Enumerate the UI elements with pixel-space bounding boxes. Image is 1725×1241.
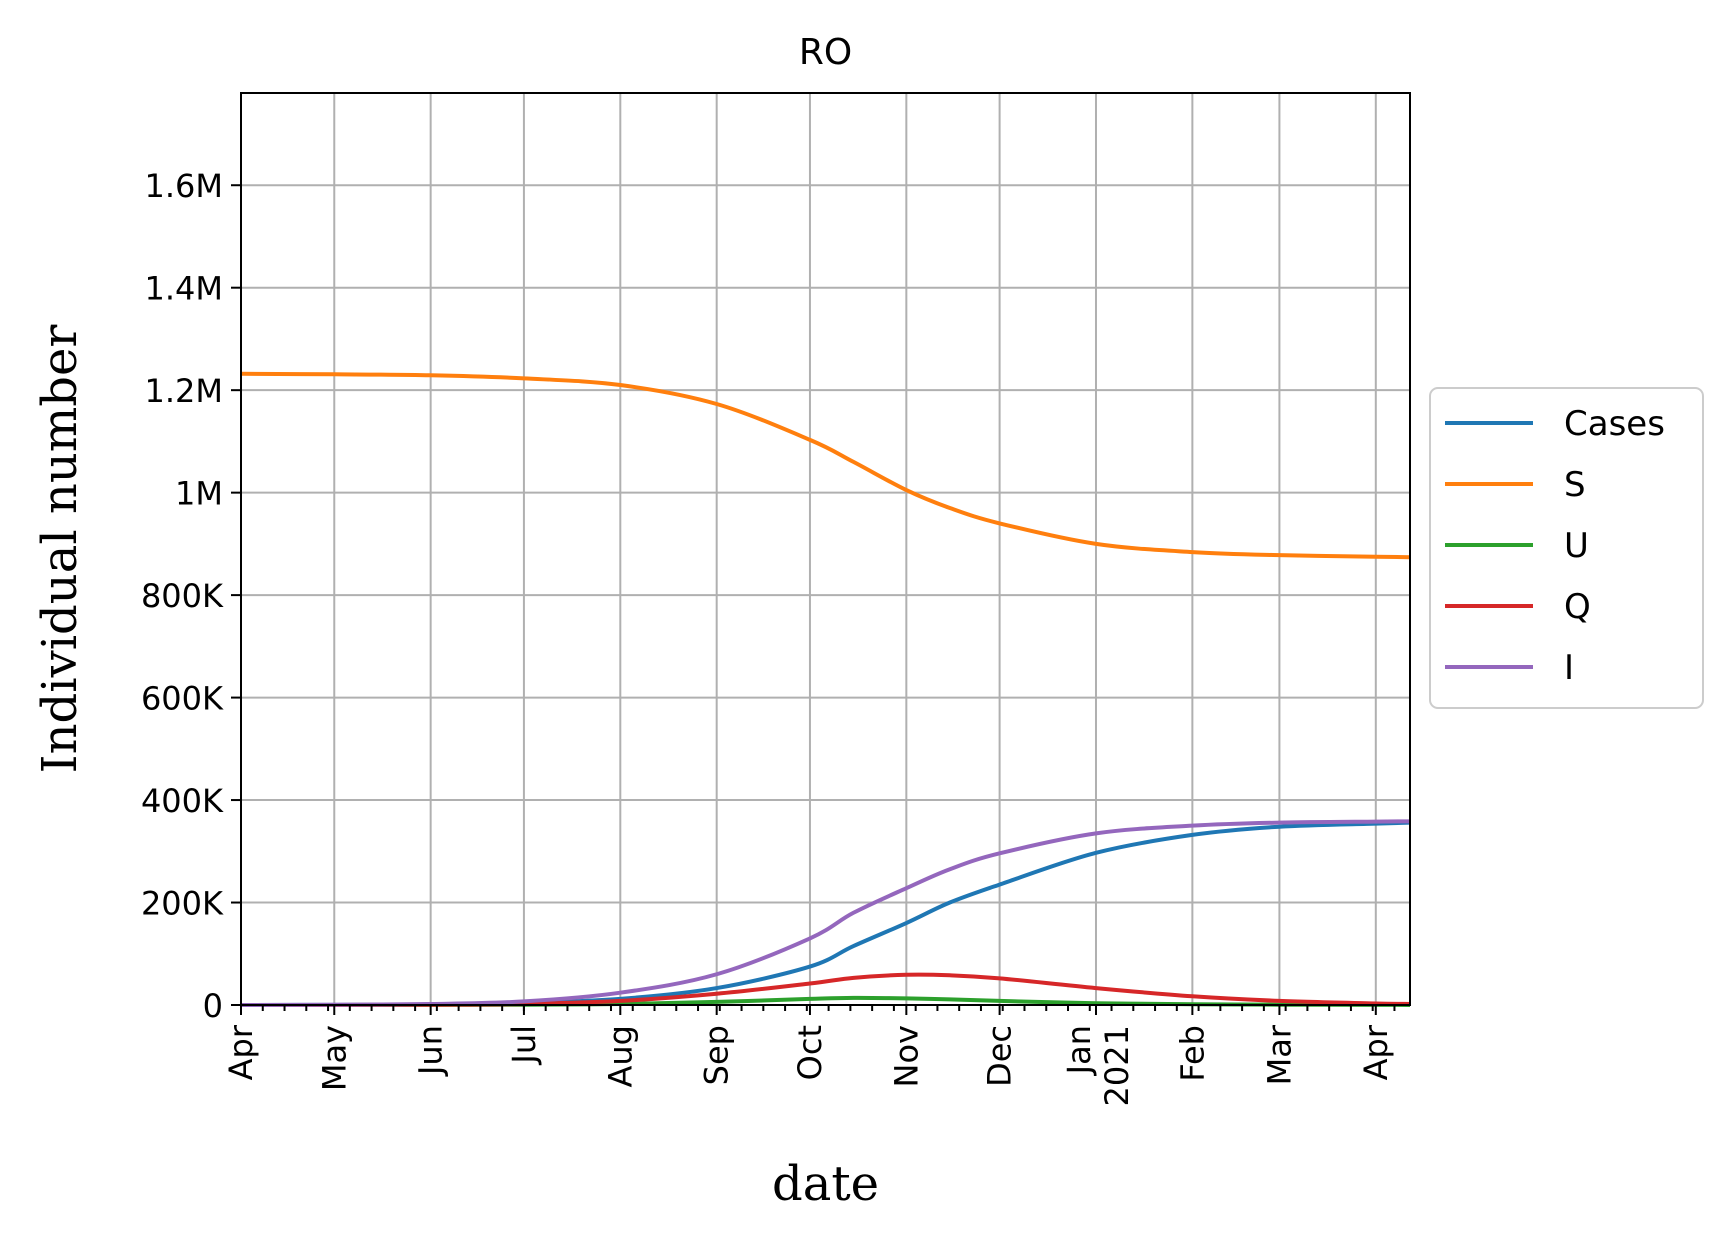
x-tick-label: Jun: [412, 1025, 450, 1077]
legend-label-q: Q: [1564, 587, 1591, 627]
x-tick-label: Aug: [601, 1025, 639, 1087]
legend-label-i: I: [1564, 648, 1574, 688]
x-tick-label: Apr: [1357, 1024, 1395, 1080]
y-tick-label: 400K: [141, 782, 224, 820]
x-tick-label: Jan: [1060, 1025, 1098, 1076]
legend-label-s: S: [1564, 465, 1586, 505]
legend-box: [1429, 387, 1704, 709]
y-axis-label: Individual number: [32, 325, 88, 774]
series-line-i: [240, 819, 1411, 1007]
tick-layer: 0 200K 400K 600K 800K 1M 1.2M 1.4M 1.6M Apr May Jun…: [141, 167, 1396, 1106]
y-tick-label: 1M: [175, 475, 223, 513]
legend-label-u: U: [1564, 526, 1589, 566]
x-tick-label: Mar: [1260, 1024, 1298, 1085]
x-tick-label: Oct: [791, 1025, 829, 1080]
y-tick-label: 600K: [141, 680, 224, 718]
x-tick-label: Apr: [222, 1024, 260, 1080]
y-tick-label: 800K: [141, 577, 224, 615]
x-tick-label: Feb: [1173, 1025, 1211, 1082]
y-tick-label: 200K: [141, 885, 224, 923]
chart-title: RO: [799, 32, 852, 73]
y-tick-label: 1.4M: [145, 270, 224, 308]
x-tick-label: Jul: [505, 1025, 543, 1066]
series-line-s: [240, 371, 1411, 560]
x-tick-label: Sep: [698, 1025, 736, 1085]
legend-label-cases: Cases: [1564, 404, 1665, 444]
x-tick-label: May: [315, 1025, 353, 1091]
x-axis-label: date: [772, 1156, 879, 1212]
x-tick-label: Dec: [981, 1025, 1019, 1087]
y-tick-label: 1.2M: [145, 372, 224, 410]
y-tick-label: 1.6M: [145, 167, 224, 205]
y-tick-label: 0: [203, 987, 223, 1025]
x-tick-label: Nov: [887, 1025, 925, 1087]
x-tick-year-label: 2021: [1098, 1025, 1136, 1106]
plot-frame: [240, 92, 1411, 1006]
